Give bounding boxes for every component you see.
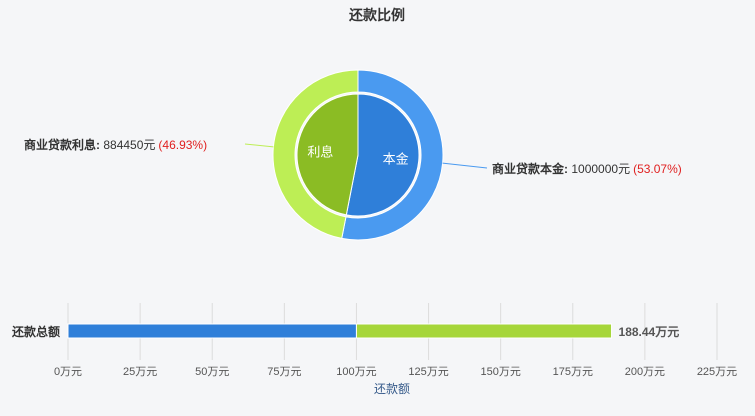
pie-outer-slice-principal[interactable] bbox=[341, 69, 444, 241]
callout-value-principal: 1000000元 bbox=[571, 162, 630, 176]
bar-x-tick-label: 50万元 bbox=[195, 366, 229, 378]
pie-chart-title: 还款比例 bbox=[348, 7, 405, 23]
bar-x-tick-label: 75万元 bbox=[267, 366, 301, 378]
bar-chart-tick-labels: 0万元 25万元 50万元 75万元 100万元 125万元 150万元 175万元 200万元… bbox=[54, 366, 737, 378]
callout-principal[interactable]: 商业贷款本金: 1000000元 (53.07%) bbox=[442, 161, 682, 176]
callout-interest[interactable]: 商业贷款利息: 884450元 (46.93%) bbox=[24, 137, 274, 152]
bar-x-tick-label: 100万元 bbox=[336, 366, 376, 378]
bar-x-tick-label: 125万元 bbox=[408, 366, 448, 378]
bar-x-tick-label: 150万元 bbox=[480, 366, 520, 378]
bar-total-label: 188.44万元 bbox=[619, 325, 680, 339]
bar-segment-interest[interactable] bbox=[355, 323, 613, 339]
callout-percent-interest: (46.93%) bbox=[158, 138, 207, 152]
bar-chart-bars bbox=[67, 323, 613, 339]
callout-label-principal: 商业贷款本金 bbox=[492, 161, 565, 176]
bar-x-tick-label: 175万元 bbox=[553, 366, 593, 378]
pie-inner-slice-principal[interactable] bbox=[345, 93, 420, 217]
bar-x-axis-title: 还款额 bbox=[374, 382, 410, 396]
bar-segment-principal[interactable] bbox=[67, 323, 357, 339]
callout-value-interest: 884450元 bbox=[103, 138, 155, 152]
bar-x-tick-label: 200万元 bbox=[625, 366, 665, 378]
pie-outer-slice-interest[interactable] bbox=[272, 69, 359, 240]
bar-x-tick-label: 25万元 bbox=[123, 366, 157, 378]
bar-x-tick-label: 225万元 bbox=[697, 366, 737, 378]
leader-line-principal bbox=[442, 162, 488, 169]
pie-chart: 本金 利息 bbox=[272, 69, 444, 241]
pie-inner-slice-interest[interactable] bbox=[296, 93, 359, 216]
bar-category-label: 还款总额 bbox=[11, 324, 60, 339]
leader-line-interest bbox=[244, 143, 274, 148]
pie-inner-label-interest: 利息 bbox=[307, 144, 333, 159]
callout-text-principal: 商业贷款本金: 1000000元 (53.07%) bbox=[492, 161, 682, 176]
callout-label-interest: 商业贷款利息 bbox=[24, 137, 96, 152]
callout-text-interest: 商业贷款利息: 884450元 (46.93%) bbox=[24, 137, 207, 152]
callout-percent-principal: (53.07%) bbox=[633, 162, 682, 176]
bar-x-tick-label: 0万元 bbox=[54, 366, 82, 378]
pie-inner-label-principal: 本金 bbox=[383, 152, 409, 167]
